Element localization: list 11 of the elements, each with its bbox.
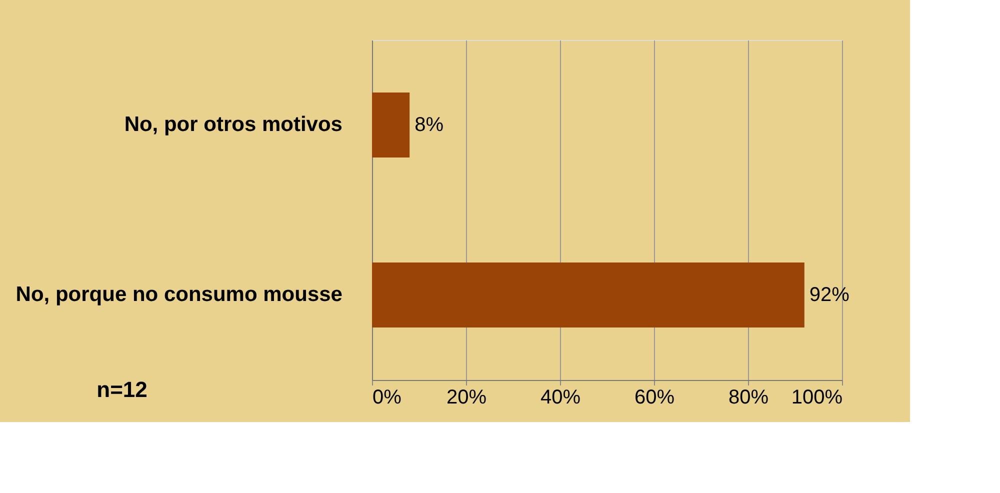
data-label: 92% xyxy=(809,284,850,306)
x-tick-label: 0% xyxy=(372,386,402,408)
x-tick-label: 80% xyxy=(728,386,769,408)
x-tick-label: 20% xyxy=(446,386,487,408)
x-tick-label: 100% xyxy=(791,386,843,408)
y-tick-label: No, porque no consumo mousse xyxy=(16,283,342,306)
x-tick-label: 40% xyxy=(540,386,581,408)
y-tick-label: No, por otros motivos xyxy=(124,113,342,136)
x-tick-label: 60% xyxy=(634,386,675,408)
data-label: 8% xyxy=(414,114,444,136)
text: n=12 xyxy=(96,377,148,402)
